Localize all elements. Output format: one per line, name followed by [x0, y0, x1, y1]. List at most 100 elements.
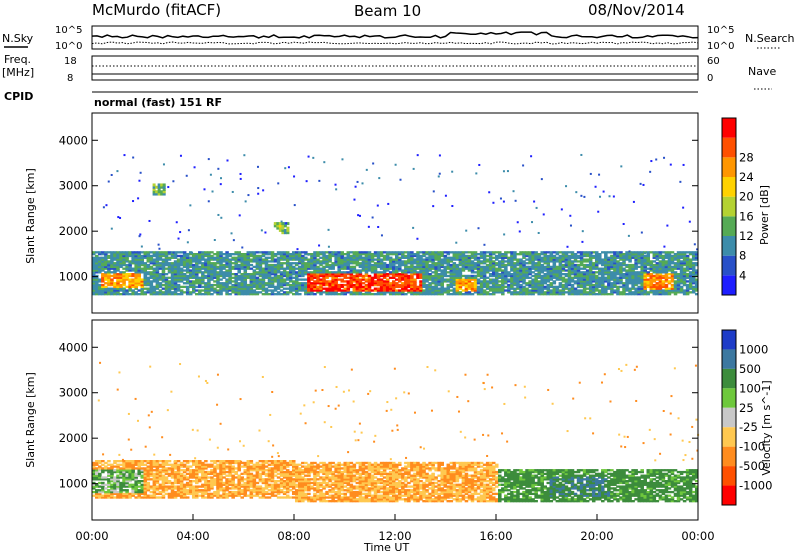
power-scatter [575, 191, 577, 193]
velocity-cell [101, 476, 105, 478]
power-scatter [488, 191, 490, 193]
power-scatter [262, 189, 264, 191]
power-cell [204, 275, 208, 277]
velocity-cell [189, 465, 193, 467]
power-cell [165, 268, 169, 270]
power-cell [422, 258, 426, 260]
power-cell [216, 266, 220, 268]
power-cell [286, 291, 290, 293]
power-cell [268, 264, 272, 266]
power-cell [447, 278, 451, 280]
power-cell [650, 273, 654, 275]
velocity-cell [177, 464, 181, 466]
power-cell [237, 275, 241, 277]
power-scatter [595, 186, 597, 188]
power-cell [253, 266, 257, 268]
power-cell [316, 251, 320, 253]
power-cell [201, 286, 205, 288]
power-cell [416, 271, 420, 273]
power-cell [310, 253, 314, 255]
power-cell [186, 286, 190, 288]
power-scatter [598, 174, 600, 176]
velocity-cell [150, 460, 154, 462]
power-cell [365, 284, 369, 286]
power-cell [92, 251, 96, 253]
power-cell [686, 251, 690, 253]
power-cell [689, 258, 693, 260]
power-cell [365, 278, 369, 280]
power-cell [525, 262, 529, 264]
power-cell [437, 273, 441, 275]
power-cell [562, 251, 566, 253]
power-cell [201, 271, 205, 273]
power-cell [462, 289, 466, 291]
power-cell [574, 280, 578, 282]
power-cell [265, 257, 269, 259]
power-scatter [599, 196, 601, 198]
power-scatter [163, 163, 165, 165]
power-scatter [167, 186, 169, 188]
power-cell [668, 280, 672, 282]
power-cell [268, 251, 272, 253]
power-cell [640, 251, 644, 253]
power-cell [283, 268, 287, 270]
power-cell [110, 288, 114, 290]
power-cell [289, 284, 293, 286]
power-cell [262, 268, 266, 270]
power-cell [431, 271, 435, 273]
power-cell [162, 258, 166, 260]
power-cell [268, 289, 272, 291]
power-scatter [240, 178, 242, 180]
power-scatter [232, 191, 234, 193]
power-cell [559, 289, 563, 291]
power-cell [474, 271, 478, 273]
power-scatter [465, 230, 467, 232]
power-cell [189, 291, 193, 293]
power-scatter [239, 214, 241, 216]
power-cell [443, 288, 447, 290]
power-cell [462, 293, 466, 295]
power-scatter [412, 227, 414, 229]
power-cell [559, 282, 563, 284]
power-cell [492, 278, 496, 280]
power-cell [462, 251, 466, 253]
power-cell [571, 251, 575, 253]
power-cell [107, 288, 111, 290]
power-cell [519, 284, 523, 286]
power-cell [431, 275, 435, 277]
velocity-cell [156, 496, 160, 498]
power-cell [662, 255, 666, 257]
power-cell [271, 264, 275, 266]
power-cell [510, 273, 514, 275]
power-scatter [483, 244, 485, 246]
power-cell [301, 282, 305, 284]
power-cell [340, 289, 344, 291]
power-cell [553, 280, 557, 282]
power-cell [377, 288, 381, 290]
power-cell [340, 278, 344, 280]
power-cell [592, 262, 596, 264]
power-cell [489, 278, 493, 280]
power-scatter [189, 204, 191, 206]
velocity-cell [140, 467, 144, 469]
power-scatter [640, 183, 642, 185]
power-scatter [123, 154, 125, 156]
velocity-cell [119, 467, 123, 469]
power-cell [237, 251, 241, 253]
colorbar-swatch [722, 256, 736, 276]
power-cell [98, 251, 102, 253]
power-cell [398, 284, 402, 286]
velocity-cell [192, 460, 196, 462]
colorbar-swatch [722, 275, 736, 295]
velocity-cell [101, 464, 105, 466]
power-cell [304, 262, 308, 264]
power-cell [250, 268, 254, 270]
power-cell [274, 253, 278, 255]
power-cell [610, 251, 614, 253]
power-cell [525, 251, 529, 253]
power-cell [504, 251, 508, 253]
power-scatter [663, 246, 665, 248]
power-cell [165, 273, 169, 275]
